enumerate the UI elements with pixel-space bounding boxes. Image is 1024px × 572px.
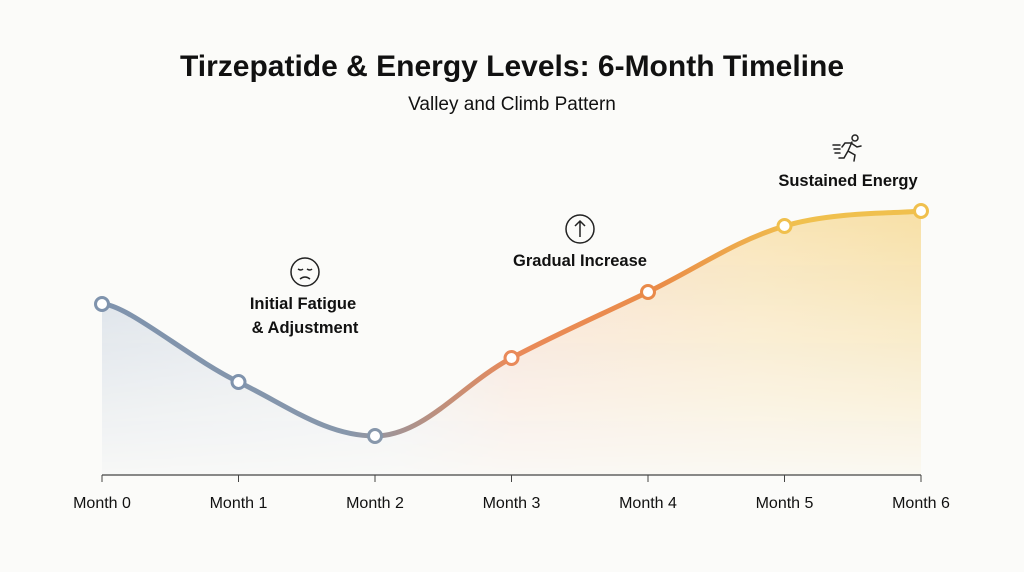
data-point [503, 350, 520, 366]
arrow-up-circle-icon [565, 214, 595, 244]
annotation-text: Initial Fatigue [250, 295, 356, 313]
annotation-text: & Adjustment [252, 319, 359, 337]
x-tick-label: Month 3 [483, 495, 541, 512]
area-fill [102, 211, 921, 475]
annotation-initial-fatigue: Initial Fatigue & Adjustment [250, 257, 359, 337]
running-person-icon [832, 134, 862, 162]
sad-face-icon [290, 257, 320, 287]
data-point [640, 284, 656, 300]
data-point [230, 374, 247, 390]
annotation-text: Gradual Increase [513, 252, 647, 270]
data-point [367, 428, 383, 444]
x-tick-label: Month 5 [756, 495, 814, 512]
annotation-gradual-increase: Gradual Increase [513, 214, 647, 270]
x-tick-label: Month 6 [892, 495, 950, 512]
chart-title: Tirzepatide & Energy Levels: 6-Month Tim… [179, 50, 845, 83]
x-tick-label: Month 4 [619, 495, 677, 512]
x-tick-label: Month 2 [346, 495, 404, 512]
data-point [913, 203, 929, 219]
annotation-text: Sustained Energy [778, 172, 918, 190]
data-point [94, 296, 110, 312]
x-tick-label: Month 1 [210, 495, 268, 512]
chart-subtitle: Valley and Climb Pattern [408, 94, 616, 115]
annotation-sustained-energy: Sustained Energy [778, 134, 919, 190]
data-point [776, 218, 793, 234]
x-tick-label: Month 0 [73, 495, 131, 512]
